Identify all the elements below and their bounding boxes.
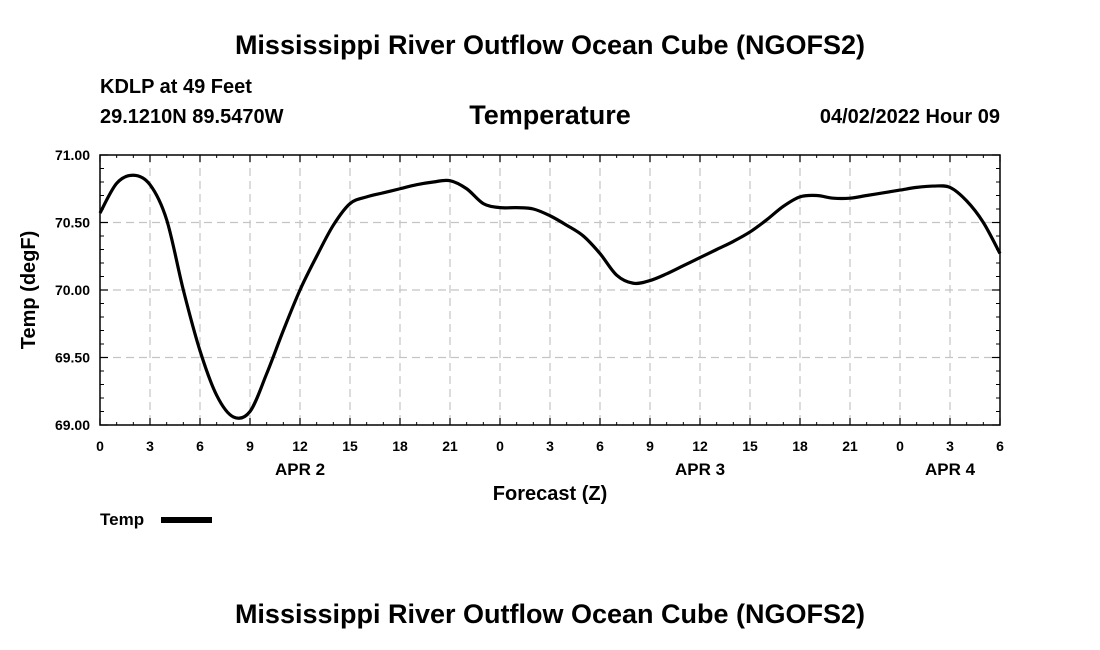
x-tick-label: 6 [996, 438, 1004, 454]
x-tick-label: 12 [692, 438, 708, 454]
x-tick-label: 6 [196, 438, 204, 454]
x-tick-label: 15 [742, 438, 758, 454]
x-tick-label: 9 [246, 438, 254, 454]
x-tick-label: 6 [596, 438, 604, 454]
x-tick-label: 15 [342, 438, 358, 454]
y-tick-label: 69.00 [55, 417, 90, 433]
axis-tick-labels: 0 3 6 9 12 15 18 21 0 3 6 9 12 15 18 21 0 3 6 69.00 69.50 70.… [55, 147, 1004, 479]
x-tick-label: 3 [546, 438, 554, 454]
x-tick-label: 0 [896, 438, 904, 454]
legend-label-temp: Temp [100, 510, 144, 529]
x-tick-label: 21 [842, 438, 858, 454]
series-layer [98, 173, 1002, 420]
x-tick-label: 9 [646, 438, 654, 454]
x-tick-label: 18 [392, 438, 408, 454]
y-tick-label: 70.00 [55, 282, 90, 298]
x-tick-label: 12 [292, 438, 308, 454]
series-line-temp [98, 173, 1002, 420]
x-tick-label: 18 [792, 438, 808, 454]
station-coordinates: 29.1210N 89.5470W [100, 106, 284, 128]
chart-title: Mississippi River Outflow Ocean Cube (NG… [234, 30, 866, 60]
x-tick-label: 3 [946, 438, 954, 454]
forecast-run-time: 04/02/2022 Hour 09 [819, 106, 1000, 128]
x-tick-label: 21 [442, 438, 458, 454]
x-tick-label: 3 [146, 438, 154, 454]
grid [100, 155, 1000, 425]
footer-chart-title: Mississippi River Outflow Ocean Cube (NG… [234, 599, 866, 629]
legend: Temp [100, 510, 212, 529]
x-tick-label: 0 [496, 438, 504, 454]
date-label: APR 3 [675, 460, 725, 479]
y-tick-label: 70.50 [55, 215, 90, 231]
y-axis-label: Temp (degF) [18, 231, 40, 350]
parameter-title: Temperature [469, 100, 631, 130]
y-tick-label: 71.00 [55, 147, 90, 163]
station-name: KDLP at 49 Feet [100, 76, 252, 98]
x-tick-label: 0 [96, 438, 104, 454]
date-label: APR 2 [275, 460, 325, 479]
y-tick-label: 69.50 [55, 350, 90, 366]
date-label: APR 4 [925, 460, 976, 479]
axis-ticks [99, 154, 1001, 426]
x-axis-label: Forecast (Z) [493, 483, 607, 505]
